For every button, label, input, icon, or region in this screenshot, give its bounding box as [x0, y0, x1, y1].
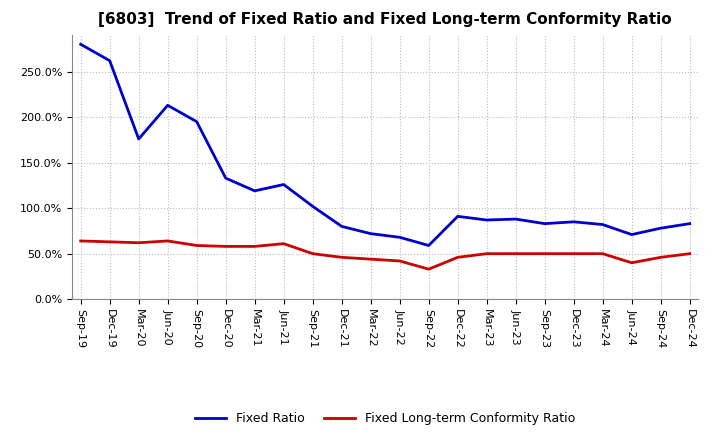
Fixed Long-term Conformity Ratio	[627, 260, 636, 265]
Fixed Ratio	[657, 226, 665, 231]
Fixed Ratio	[685, 221, 694, 226]
Fixed Ratio	[76, 42, 85, 47]
Fixed Ratio	[221, 176, 230, 181]
Fixed Ratio	[570, 219, 578, 224]
Fixed Ratio	[163, 103, 172, 108]
Fixed Long-term Conformity Ratio	[570, 251, 578, 257]
Fixed Long-term Conformity Ratio	[192, 243, 201, 248]
Fixed Long-term Conformity Ratio	[163, 238, 172, 244]
Line: Fixed Long-term Conformity Ratio: Fixed Long-term Conformity Ratio	[81, 241, 690, 269]
Fixed Long-term Conformity Ratio	[221, 244, 230, 249]
Fixed Ratio	[366, 231, 375, 236]
Fixed Long-term Conformity Ratio	[366, 257, 375, 262]
Fixed Long-term Conformity Ratio	[454, 255, 462, 260]
Fixed Long-term Conformity Ratio	[279, 241, 288, 246]
Fixed Long-term Conformity Ratio	[685, 251, 694, 257]
Fixed Ratio	[598, 222, 607, 227]
Fixed Long-term Conformity Ratio	[424, 267, 433, 272]
Fixed Ratio	[454, 214, 462, 219]
Fixed Long-term Conformity Ratio	[598, 251, 607, 257]
Fixed Long-term Conformity Ratio	[395, 258, 404, 264]
Fixed Long-term Conformity Ratio	[135, 240, 143, 246]
Fixed Ratio	[192, 119, 201, 125]
Fixed Ratio	[251, 188, 259, 194]
Fixed Ratio	[424, 243, 433, 248]
Fixed Ratio	[541, 221, 549, 226]
Fixed Long-term Conformity Ratio	[105, 239, 114, 245]
Fixed Long-term Conformity Ratio	[338, 255, 346, 260]
Fixed Long-term Conformity Ratio	[541, 251, 549, 257]
Fixed Long-term Conformity Ratio	[76, 238, 85, 244]
Fixed Ratio	[279, 182, 288, 187]
Fixed Long-term Conformity Ratio	[657, 255, 665, 260]
Fixed Ratio	[308, 204, 317, 209]
Legend: Fixed Ratio, Fixed Long-term Conformity Ratio: Fixed Ratio, Fixed Long-term Conformity …	[190, 407, 580, 430]
Fixed Long-term Conformity Ratio	[251, 244, 259, 249]
Line: Fixed Ratio: Fixed Ratio	[81, 44, 690, 246]
Fixed Long-term Conformity Ratio	[308, 251, 317, 257]
Title: [6803]  Trend of Fixed Ratio and Fixed Long-term Conformity Ratio: [6803] Trend of Fixed Ratio and Fixed Lo…	[99, 12, 672, 27]
Fixed Long-term Conformity Ratio	[511, 251, 520, 257]
Fixed Ratio	[511, 216, 520, 222]
Fixed Ratio	[627, 232, 636, 237]
Fixed Ratio	[105, 58, 114, 63]
Fixed Ratio	[482, 217, 491, 223]
Fixed Ratio	[338, 224, 346, 229]
Fixed Long-term Conformity Ratio	[482, 251, 491, 257]
Fixed Ratio	[135, 136, 143, 142]
Fixed Ratio	[395, 235, 404, 240]
